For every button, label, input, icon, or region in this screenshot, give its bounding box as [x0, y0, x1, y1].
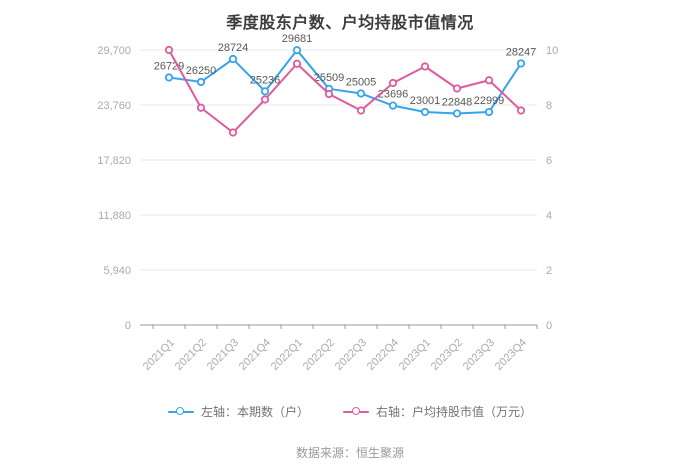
svg-text:2021Q2: 2021Q2 [173, 337, 209, 373]
svg-text:0: 0 [546, 320, 552, 332]
data-point [452, 109, 462, 118]
line-chart-plot: 0 5,940 11,880 17,820 23,760 29,700 0 2 4 6 8 10 202… [97, 33, 558, 373]
svg-text:2022Q4: 2022Q4 [365, 337, 401, 373]
svg-text:22848: 22848 [442, 96, 473, 108]
svg-text:29,700: 29,700 [97, 45, 131, 57]
data-point [356, 89, 366, 98]
data-point [292, 46, 302, 55]
line-circle-marker-icon [343, 407, 369, 416]
data-point [292, 59, 302, 68]
legend-item-shareholder-count[interactable]: 左轴：本期数（户） [167, 403, 309, 420]
data-point [516, 59, 526, 68]
data-point [388, 101, 398, 110]
svg-text:2023Q1: 2023Q1 [397, 337, 433, 373]
svg-text:2022Q1: 2022Q1 [269, 337, 305, 373]
data-point [228, 128, 238, 137]
svg-text:29681: 29681 [282, 33, 313, 45]
svg-text:28247: 28247 [506, 46, 537, 58]
svg-text:5,940: 5,940 [103, 265, 131, 277]
svg-text:25005: 25005 [346, 76, 377, 88]
svg-text:26250: 26250 [186, 65, 217, 77]
data-source: 数据来源：恒生聚源 [295, 446, 404, 460]
data-point [196, 103, 206, 112]
axes [140, 324, 538, 329]
svg-text:2023Q4: 2023Q4 [493, 337, 529, 373]
svg-text:28724: 28724 [218, 42, 249, 54]
data-point [452, 84, 462, 93]
svg-text:11,880: 11,880 [98, 210, 131, 222]
data-point [260, 87, 270, 96]
data-point [228, 54, 238, 64]
svg-text:23,760: 23,760 [97, 100, 131, 112]
line-circle-marker-icon [167, 407, 194, 416]
data-point [356, 106, 366, 115]
svg-text:2023Q3: 2023Q3 [461, 337, 497, 373]
legend-label: 左轴：本期数（户） [200, 405, 309, 419]
data-point [516, 106, 526, 115]
data-point [196, 77, 206, 87]
chart-legend: 左轴：本期数（户） 右轴：户均持股市值（万元） [0, 403, 700, 420]
svg-text:17,820: 17,820 [97, 155, 131, 167]
legend-item-avg-holding-value[interactable]: 右轴：户均持股市值（万元） [343, 403, 532, 420]
data-point [420, 107, 430, 117]
svg-text:0: 0 [125, 320, 131, 332]
data-point [484, 107, 494, 117]
svg-text:25509: 25509 [314, 72, 345, 84]
svg-text:25236: 25236 [250, 74, 281, 86]
svg-text:2023Q2: 2023Q2 [429, 337, 465, 373]
data-point [164, 45, 174, 55]
svg-text:23001: 23001 [410, 95, 441, 107]
data-point [484, 76, 494, 85]
data-point [388, 78, 398, 88]
svg-text:23696: 23696 [378, 89, 409, 101]
svg-text:2021Q3: 2021Q3 [205, 337, 241, 373]
data-point [420, 62, 430, 71]
svg-text:4: 4 [546, 210, 552, 222]
data-point [324, 89, 334, 99]
legend-label: 右轴：户均持股市值（万元） [376, 405, 533, 419]
svg-text:10: 10 [546, 45, 558, 57]
data-point [260, 95, 270, 104]
svg-text:22999: 22999 [474, 95, 505, 107]
svg-text:8: 8 [546, 100, 552, 112]
svg-text:2022Q2: 2022Q2 [301, 337, 337, 373]
chart-title: 季度股东户数、户均持股市值情况 [226, 15, 474, 32]
svg-text:2: 2 [546, 265, 552, 277]
data-point [164, 73, 174, 82]
series-avg-holding-value [164, 45, 526, 137]
svg-text:2021Q4: 2021Q4 [237, 337, 273, 373]
gridlines [140, 49, 537, 271]
svg-text:2022Q3: 2022Q3 [333, 337, 369, 373]
svg-text:2021Q1: 2021Q1 [141, 337, 177, 373]
svg-text:6: 6 [546, 155, 552, 167]
